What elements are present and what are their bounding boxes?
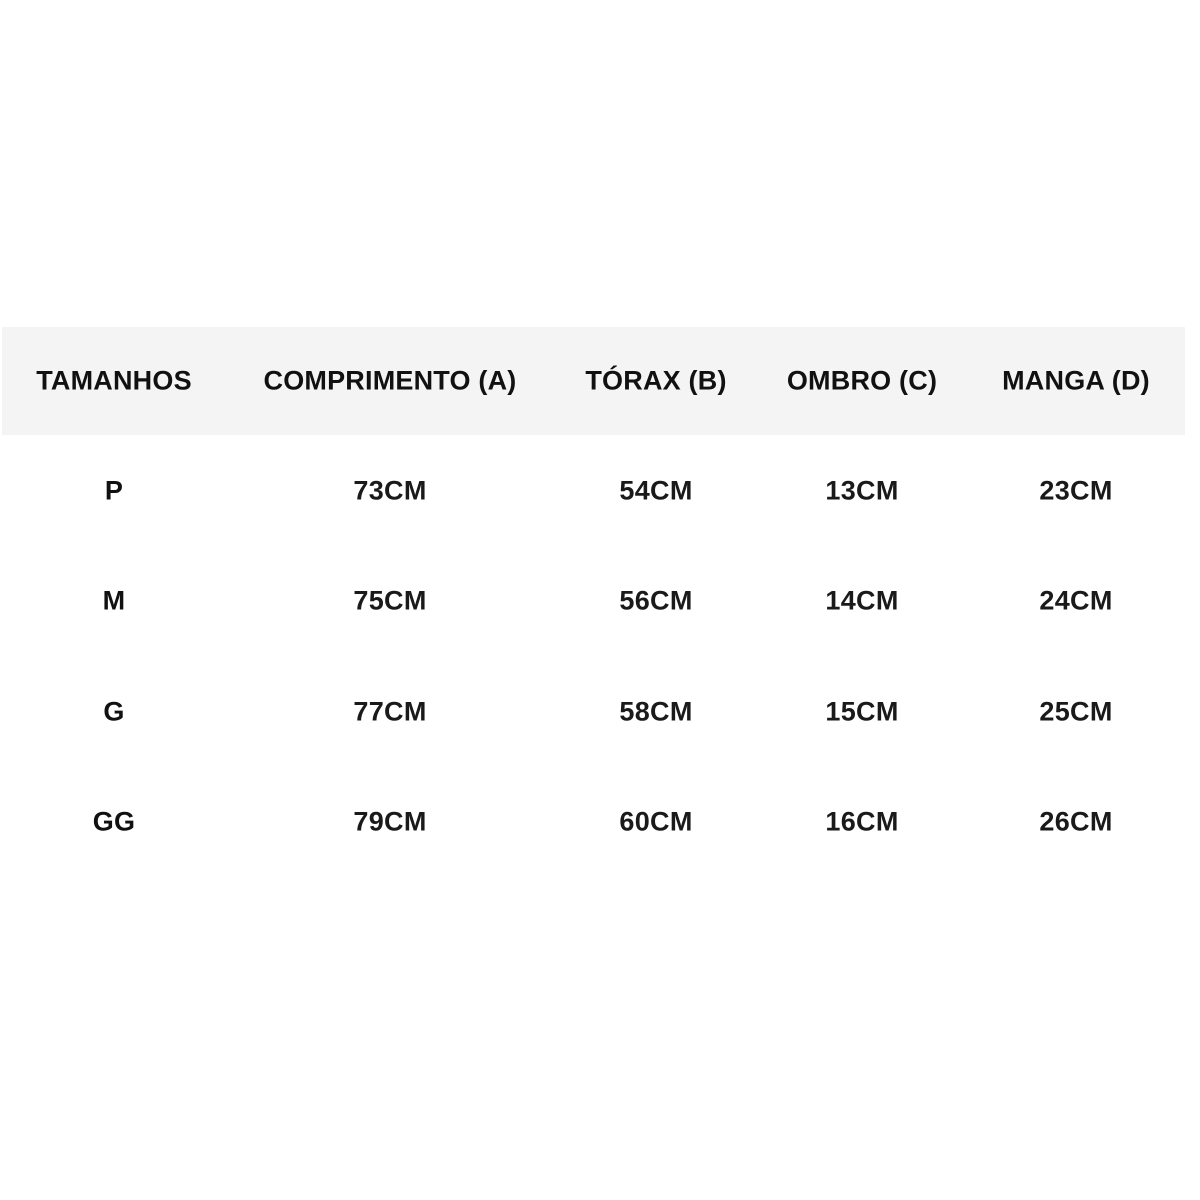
measurement-cell: 77CM: [353, 696, 427, 727]
measurement-cell: 16CM: [825, 806, 899, 837]
measurement-cell: 54CM: [619, 475, 693, 506]
measurement-cell: 73CM: [353, 475, 427, 506]
size-label: G: [103, 696, 125, 727]
size-table-header: [2, 327, 1185, 435]
measurement-cell: 15CM: [825, 696, 899, 727]
column-header: COMPRIMENTO (A): [263, 365, 517, 396]
measurement-cell: 26CM: [1039, 806, 1113, 837]
measurement-cell: 24CM: [1039, 585, 1113, 616]
measurement-cell: 56CM: [619, 585, 693, 616]
measurement-cell: 58CM: [619, 696, 693, 727]
measurement-cell: 23CM: [1039, 475, 1113, 506]
measurement-cell: 25CM: [1039, 696, 1113, 727]
measurement-cell: 75CM: [353, 585, 427, 616]
size-label: M: [102, 585, 126, 616]
measurement-cell: 60CM: [619, 806, 693, 837]
measurement-cell: 14CM: [825, 585, 899, 616]
column-header: OMBRO (C): [786, 365, 938, 396]
measurement-cell: 13CM: [825, 475, 899, 506]
column-header: MANGA (D): [1002, 365, 1150, 396]
size-label: GG: [92, 806, 136, 837]
column-header: TÓRAX (B): [585, 365, 727, 396]
column-header: TAMANHOS: [36, 365, 192, 396]
size-label: P: [104, 475, 124, 506]
measurement-cell: 79CM: [353, 806, 427, 837]
